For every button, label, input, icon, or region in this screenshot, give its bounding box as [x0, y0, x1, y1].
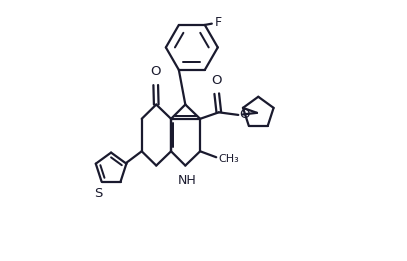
Text: O: O — [151, 65, 161, 78]
Text: S: S — [94, 187, 103, 200]
Text: O: O — [240, 108, 250, 121]
Text: F: F — [215, 16, 222, 29]
Text: NH: NH — [178, 174, 197, 187]
Text: CH₃: CH₃ — [219, 153, 240, 164]
Text: O: O — [212, 74, 222, 87]
